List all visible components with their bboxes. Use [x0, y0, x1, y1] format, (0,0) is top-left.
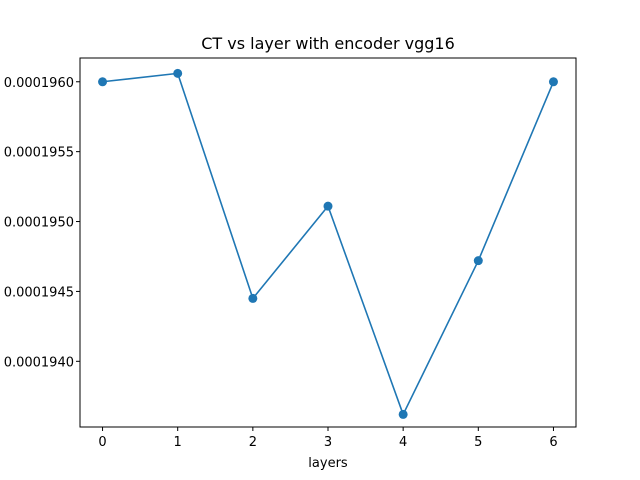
x-tick-label: 5 — [474, 435, 482, 450]
series-line — [102, 72, 555, 416]
series-layer — [98, 68, 558, 419]
data-point — [98, 77, 108, 87]
data-point — [248, 293, 258, 303]
y-axis: 0.0001940 0.0001945 0.0001950 0.0001955 0.00… — [4, 76, 80, 370]
x-axis-label: layers — [308, 456, 348, 471]
x-tick-label: 1 — [174, 435, 182, 450]
x-tick-label: 6 — [549, 435, 557, 450]
data-point — [473, 256, 483, 266]
x-axis: 0 1 2 3 4 5 6 — [98, 427, 558, 450]
x-tick-label: 3 — [324, 435, 332, 450]
data-point — [548, 77, 558, 87]
y-tick-label: 0.0001945 — [4, 285, 74, 300]
x-tick-label: 4 — [399, 435, 407, 450]
y-tick-label: 0.0001940 — [4, 355, 74, 370]
data-point — [173, 68, 183, 78]
data-point — [398, 409, 408, 419]
plot-area — [79, 57, 577, 428]
plot-frame — [79, 57, 577, 428]
x-tick-label: 0 — [98, 435, 106, 450]
x-tick-label: 2 — [249, 435, 257, 450]
y-tick-label: 0.0001950 — [4, 216, 74, 231]
y-tick-label: 0.0001955 — [4, 146, 74, 161]
chart-title: CT vs layer with encoder vgg16 — [201, 34, 455, 53]
y-tick-label: 0.0001960 — [4, 76, 74, 91]
data-point — [323, 201, 333, 211]
